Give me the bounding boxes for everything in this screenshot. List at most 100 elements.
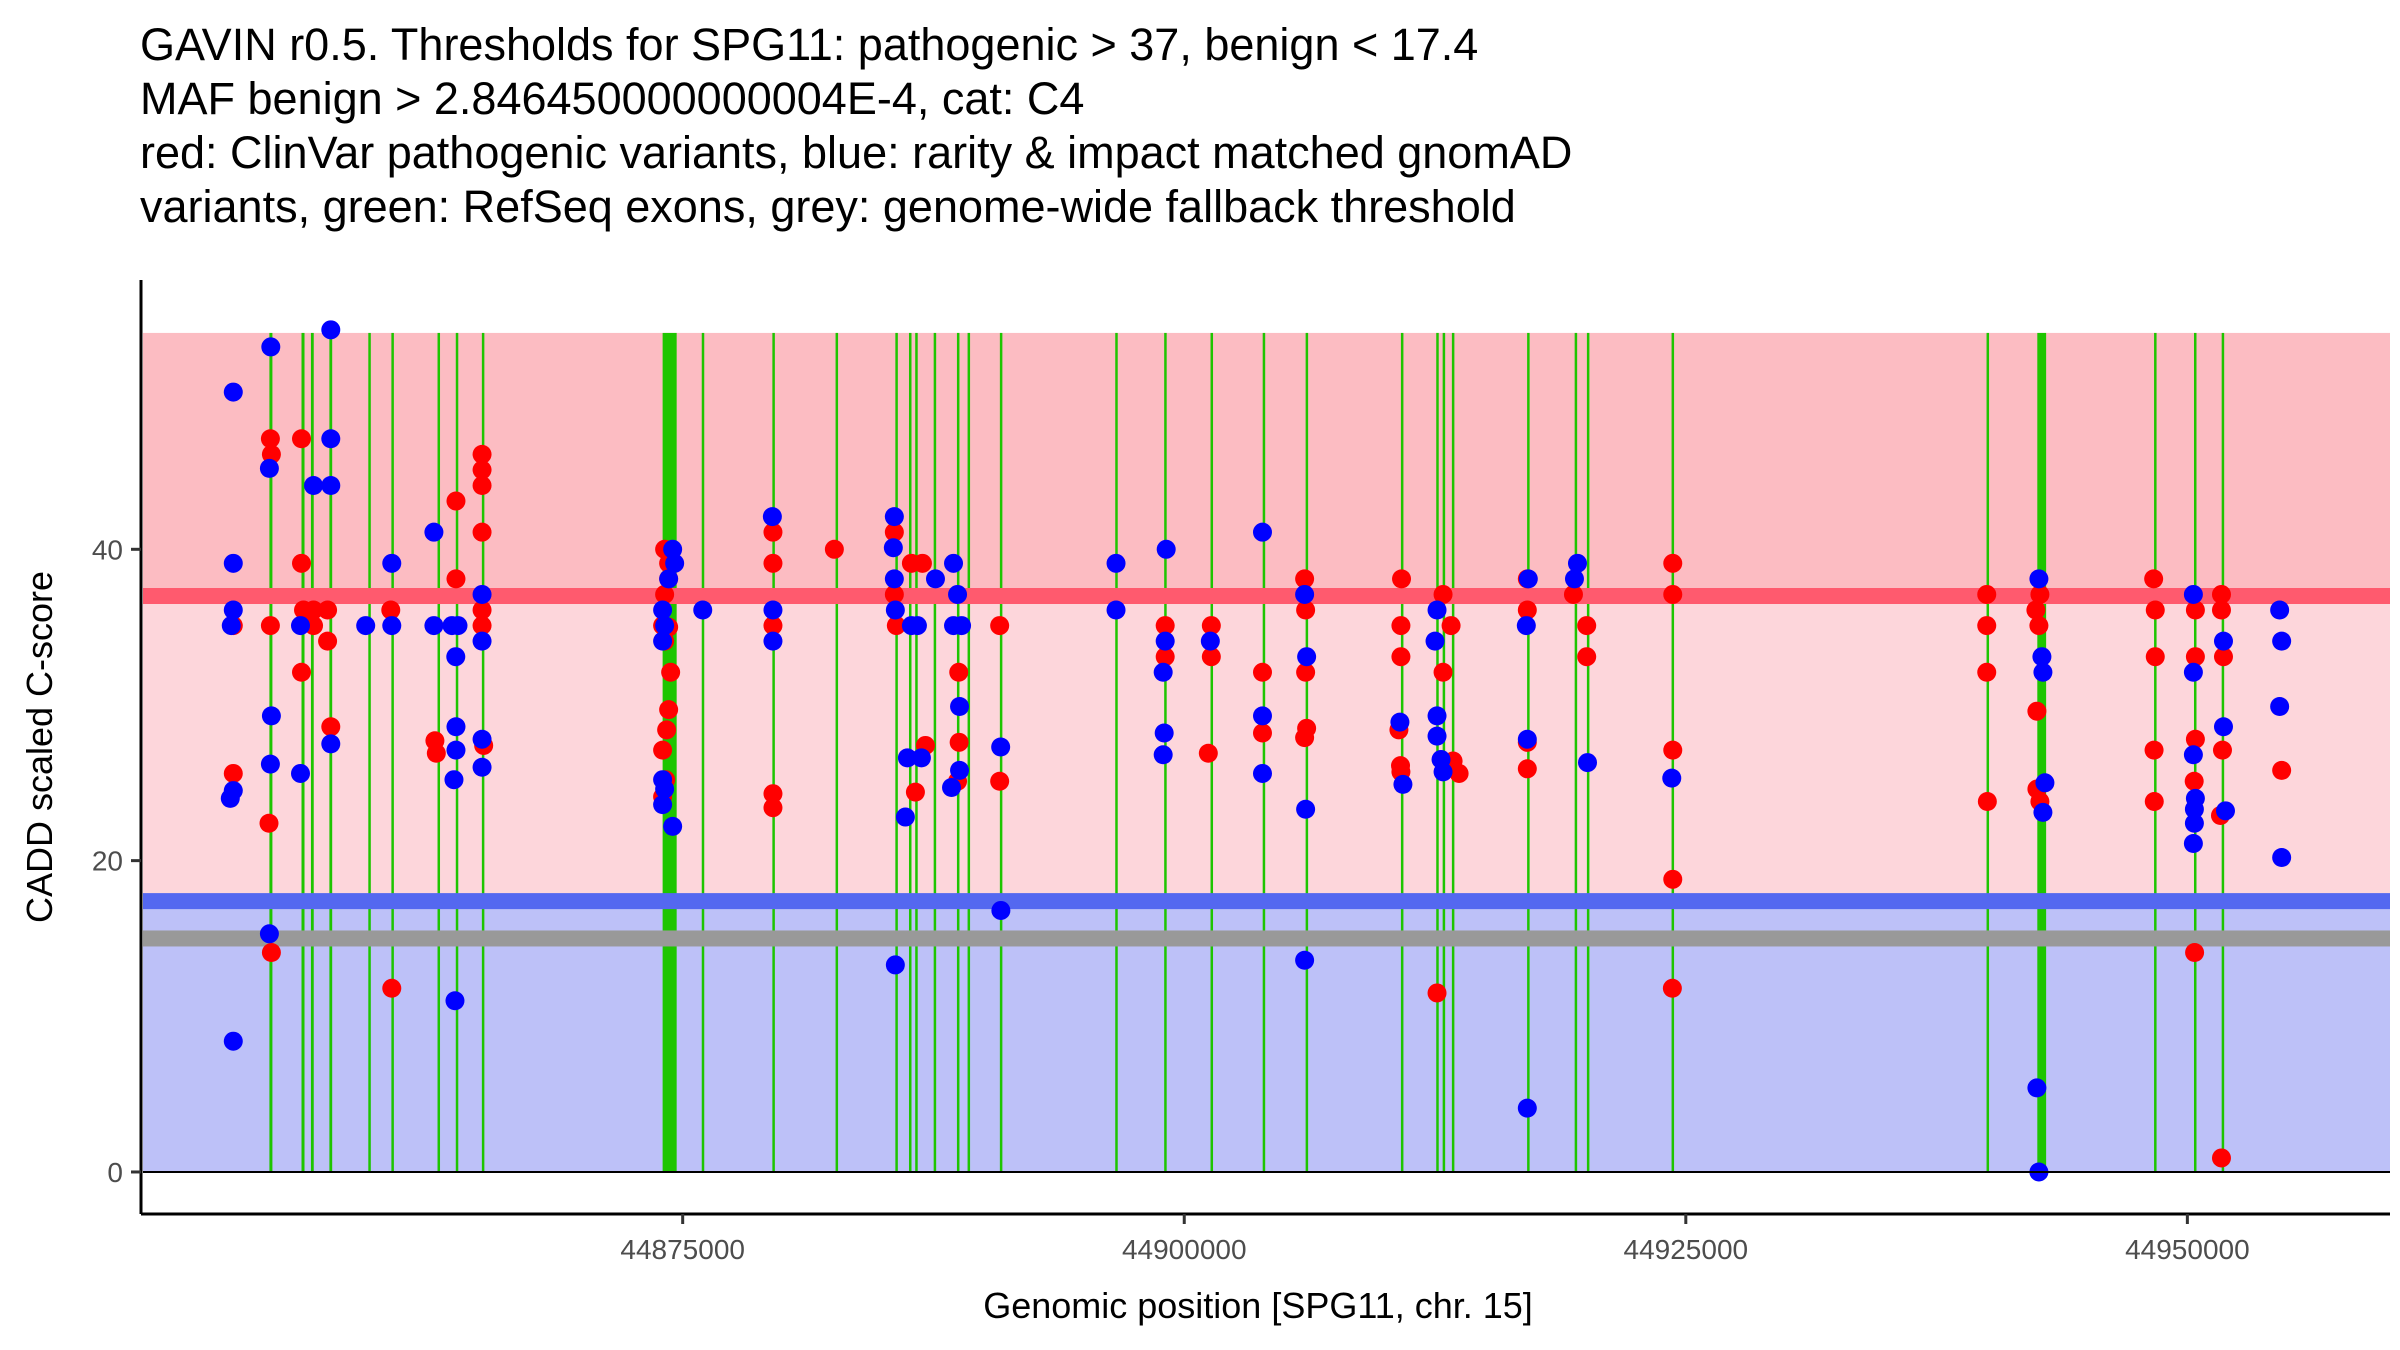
gnomad-point bbox=[655, 779, 675, 799]
clinvar-point bbox=[426, 743, 446, 763]
clinvar-point bbox=[321, 717, 341, 737]
clinvar-point bbox=[884, 584, 904, 604]
gnomad-point bbox=[1578, 753, 1598, 773]
gnomad-point bbox=[2272, 631, 2292, 651]
clinvar-point bbox=[2185, 942, 2205, 962]
title-line-2: MAF benign > 2.846450000000004E-4, cat: … bbox=[140, 73, 1085, 124]
gnomad-point bbox=[884, 569, 904, 589]
gnomad-point bbox=[2184, 799, 2204, 819]
clinvar-point bbox=[949, 662, 969, 682]
clinvar-point bbox=[472, 522, 492, 542]
clinvar-point bbox=[1391, 647, 1411, 667]
gnomad-point bbox=[356, 616, 376, 636]
clinvar-point bbox=[1563, 584, 1583, 604]
clinvar-point bbox=[2145, 600, 2165, 620]
gnomad-point bbox=[223, 600, 243, 620]
x-tick-label: 44875000 bbox=[620, 1234, 745, 1265]
exon-line bbox=[368, 332, 371, 1172]
gnomad-point bbox=[321, 429, 341, 449]
clinvar-point bbox=[1427, 983, 1447, 1003]
gnomad-point bbox=[1427, 726, 1447, 746]
gnomad-point bbox=[2272, 848, 2292, 868]
clinvar-point bbox=[912, 553, 932, 573]
gnomad-point bbox=[911, 748, 931, 768]
gnomad-point bbox=[2035, 773, 2055, 793]
gnomad-point bbox=[1106, 553, 1126, 573]
vus-band bbox=[143, 596, 2390, 902]
x-tick-label: 44950000 bbox=[2125, 1234, 2250, 1265]
gnomad-point bbox=[1252, 522, 1272, 542]
clinvar-point bbox=[655, 584, 675, 604]
gnomad-point bbox=[885, 600, 905, 620]
gnomad-point bbox=[1252, 706, 1272, 726]
gnomad-point bbox=[1518, 569, 1538, 589]
gnomad-point bbox=[1393, 774, 1413, 794]
gnomad-point bbox=[948, 584, 968, 604]
exon-line bbox=[772, 332, 775, 1172]
title-line-3: red: ClinVar pathogenic variants, blue: … bbox=[140, 127, 1573, 178]
gnomad-point bbox=[1662, 768, 1682, 788]
clinvar-point bbox=[291, 662, 311, 682]
gnomad-point bbox=[1106, 600, 1126, 620]
gnomad-point bbox=[472, 584, 492, 604]
gnomad-point bbox=[1517, 1098, 1537, 1118]
fallback-threshold-line bbox=[143, 930, 2390, 947]
gnomad-point bbox=[446, 647, 466, 667]
gnomad-point bbox=[304, 475, 324, 495]
gnomad-point bbox=[261, 706, 281, 726]
clinvar-point bbox=[2026, 600, 2046, 620]
clinvar-point bbox=[1391, 616, 1411, 636]
exon-line bbox=[391, 332, 394, 1172]
gnomad-point bbox=[2270, 697, 2290, 717]
clinvar-point bbox=[304, 600, 324, 620]
clinvar-point bbox=[260, 616, 280, 636]
gnomad-point bbox=[221, 616, 241, 636]
clinvar-point bbox=[763, 798, 783, 818]
gnomad-point bbox=[693, 600, 713, 620]
gnomad-point bbox=[1433, 762, 1453, 782]
gnomad-point bbox=[382, 553, 402, 573]
x-ticks: 44875000 44900000 44925000 44950000 bbox=[620, 1214, 2250, 1265]
gnomad-point bbox=[321, 475, 341, 495]
clinvar-point bbox=[2184, 771, 2204, 791]
clinvar-point bbox=[653, 740, 673, 760]
gnomad-point bbox=[1427, 600, 1447, 620]
chart-title: GAVIN r0.5. Thresholds for SPG11: pathog… bbox=[140, 18, 1572, 234]
clinvar-point bbox=[318, 631, 338, 651]
gnomad-point bbox=[1295, 950, 1315, 970]
clinvar-point bbox=[2185, 600, 2205, 620]
gnomad-point bbox=[883, 538, 903, 558]
clinvar-point bbox=[2144, 791, 2164, 811]
clinvar-point bbox=[2144, 740, 2164, 760]
y-ticks: 0 20 40 bbox=[92, 534, 141, 1188]
clinvar-point bbox=[291, 553, 311, 573]
gnomad-point bbox=[950, 697, 970, 717]
gnomad-point bbox=[321, 734, 341, 754]
gnomad-point bbox=[1155, 631, 1175, 651]
clinvar-point bbox=[1663, 740, 1683, 760]
clinvar-point bbox=[260, 429, 280, 449]
gnomad-point bbox=[944, 553, 964, 573]
gnomad-point bbox=[763, 600, 783, 620]
clinvar-point bbox=[763, 522, 783, 542]
clinvar-point bbox=[1198, 743, 1218, 763]
gnomad-point bbox=[1295, 584, 1315, 604]
gnomad-point bbox=[1200, 631, 1220, 651]
pathogenic-threshold-line bbox=[143, 588, 2390, 605]
clinvar-point bbox=[659, 700, 679, 720]
gnomad-point bbox=[655, 616, 675, 636]
exon-line bbox=[967, 332, 971, 1172]
exon-line bbox=[1586, 332, 1590, 1172]
gnomad-point bbox=[884, 507, 904, 527]
gnomad-point bbox=[991, 900, 1011, 920]
data-points bbox=[220, 320, 2292, 1182]
clinvar-point bbox=[1433, 584, 1453, 604]
x-tick-label: 44925000 bbox=[1624, 1234, 1749, 1265]
clinvar-point bbox=[949, 732, 969, 752]
gnomad-point bbox=[1153, 745, 1173, 765]
clinvar-point bbox=[1296, 600, 1316, 620]
gnomad-point bbox=[2029, 569, 2049, 589]
clinvar-point bbox=[763, 553, 783, 573]
clinvar-point bbox=[886, 616, 906, 636]
x-tick-label: 44900000 bbox=[1122, 1234, 1247, 1265]
